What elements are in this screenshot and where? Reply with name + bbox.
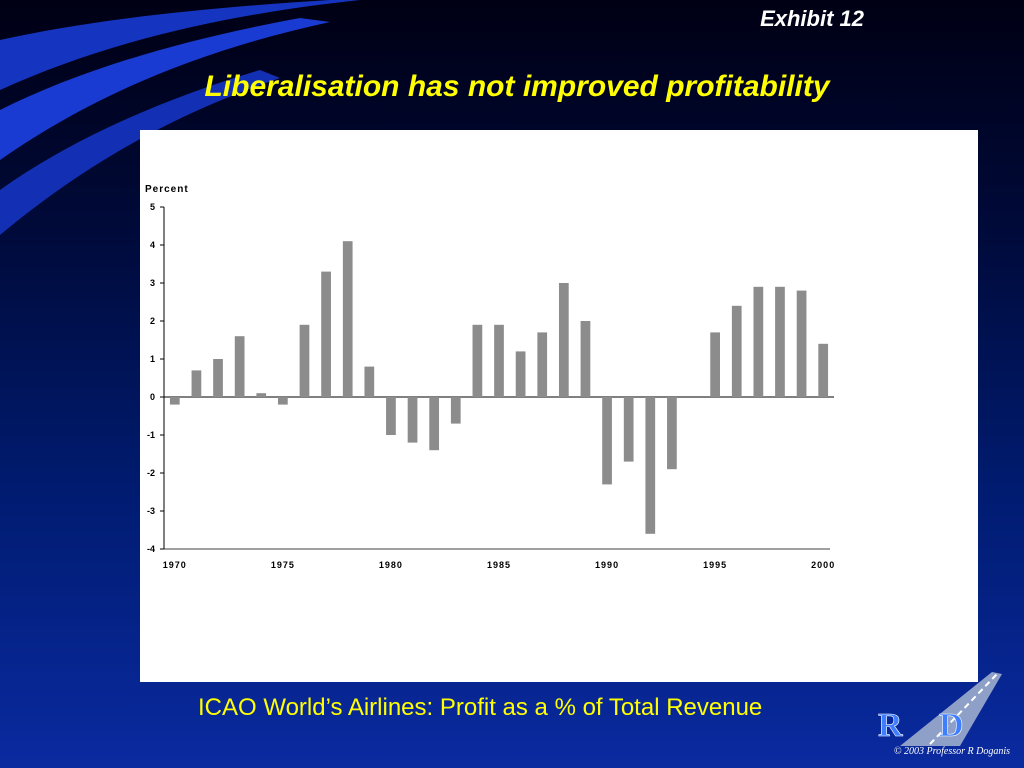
page-title: Liberalisation has not improved profitab…	[204, 70, 830, 103]
bar-1986	[515, 351, 526, 397]
y-tick-label: -1	[147, 430, 155, 440]
y-tick-label: -3	[147, 506, 155, 516]
bar-1995	[710, 332, 720, 397]
bar-1982	[429, 397, 440, 451]
bar-1981	[407, 397, 418, 443]
x-tick-label: 1975	[271, 560, 295, 570]
y-tick-label: 2	[150, 316, 155, 326]
x-tick-label: 1980	[379, 560, 403, 570]
bar-1970	[169, 397, 180, 405]
bar-1971	[191, 370, 202, 397]
x-tick-label: 2000	[811, 560, 835, 570]
bar-1985	[494, 324, 504, 397]
decorative-swoosh	[0, 0, 360, 235]
bar-1999	[796, 290, 807, 397]
bar-1998	[775, 286, 785, 397]
y-axis-label: Percent	[145, 184, 189, 195]
chart-caption: ICAO World’s Airlines: Profit as a % of …	[198, 694, 763, 721]
bar-1975	[278, 397, 288, 405]
bar-1983	[450, 397, 461, 424]
bars	[169, 241, 829, 534]
bar-1997	[753, 286, 764, 397]
x-tick-label: 1995	[703, 560, 727, 570]
y-tick-label: 5	[150, 202, 155, 212]
bar-1990	[602, 397, 612, 485]
bar-1974	[256, 393, 267, 397]
bar-1987	[537, 332, 548, 397]
bar-1988	[558, 283, 569, 397]
bar-1979	[364, 366, 375, 397]
x-ticks: 1970 1975 1980 1985 1990 1995 2000	[163, 560, 835, 570]
bar-1992	[645, 397, 656, 534]
bar-1991	[623, 397, 634, 462]
x-tick-label: 1985	[487, 560, 511, 570]
bar-1996	[731, 305, 742, 397]
y-tick-label: 1	[150, 354, 155, 364]
bar-1976	[299, 324, 310, 397]
bar-1977	[321, 271, 331, 397]
exhibit-label: Exhibit 12	[760, 6, 864, 31]
bar-1989	[580, 321, 591, 397]
x-tick-label: 1970	[163, 560, 187, 570]
y-tick-label: 4	[150, 240, 155, 250]
y-tick-label: -4	[147, 544, 155, 554]
bar-1973	[234, 336, 245, 397]
y-tick-label: -2	[147, 468, 155, 478]
bar-1978	[342, 241, 353, 397]
copyright: © 2003 Professor R Doganis	[893, 746, 1010, 757]
y-tick-label: 3	[150, 278, 155, 288]
bar-1972	[213, 359, 223, 397]
logo-text: R D	[878, 707, 978, 744]
x-tick-label: 1990	[595, 560, 619, 570]
chart-panel: Percent 5 4 3 2 1 0 -1 -2 -3 -4 1970 1975 1980 1985 1…	[140, 130, 978, 682]
rd-logo: R D	[878, 672, 1002, 746]
bar-1993	[667, 397, 677, 470]
y-tick-label: 0	[150, 392, 155, 402]
bar-2000	[818, 343, 829, 397]
y-ticks: 5 4 3 2 1 0 -1 -2 -3 -4	[147, 202, 164, 554]
bar-1980	[386, 397, 396, 435]
bar-1984	[472, 324, 483, 397]
